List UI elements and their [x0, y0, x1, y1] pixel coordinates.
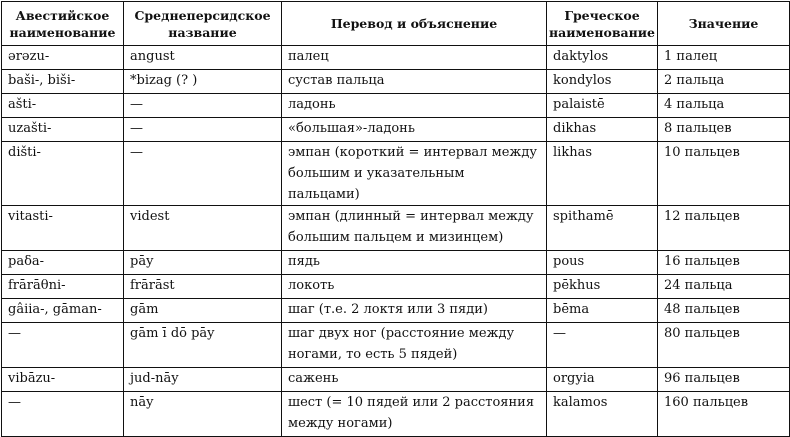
table-cell: — — [123, 141, 282, 206]
column-header: Авестийское наименование — [1, 1, 124, 46]
table-cell: шаг (т.е. 2 локтя или 3 пяди) — [281, 298, 547, 323]
table-cell: шест (= 10 пядей или 2 расстояния между … — [281, 391, 547, 437]
table-cell: daktylos — [546, 45, 658, 70]
table-cell: эмпан (короткий = интервал между большим… — [281, 141, 547, 206]
table-cell: vitasti- — [1, 205, 124, 251]
table-cell: kalamos — [546, 391, 658, 437]
table-cell: сажень — [281, 367, 547, 392]
table-cell: gām — [123, 298, 282, 323]
table-cell: kondylos — [546, 69, 658, 94]
table-cell: angust — [123, 45, 282, 70]
table-row: uzašti- — «большая»-ладонь dikhas 8 пальцев — [1, 117, 790, 142]
table-cell: палец — [281, 45, 547, 70]
table-cell: — — [1, 322, 124, 368]
table-row: ašti- — ладонь palaistē 4 пальца — [1, 93, 790, 118]
column-header: Значение — [657, 1, 790, 46]
table-row: dišti- — эмпан (короткий = интервал между … — [1, 141, 790, 206]
table-cell: dišti- — [1, 141, 124, 206]
table-cell: palaistē — [546, 93, 658, 118]
table-row: paδa-pāy пядь pous 16 пальцев — [1, 250, 790, 275]
table-cell: — — [546, 322, 658, 368]
table-cell: 4 пальца — [657, 93, 790, 118]
table-cell: pāy — [123, 250, 282, 275]
table-cell: bēma — [546, 298, 658, 323]
table-cell: uzašti- — [1, 117, 124, 142]
table-cell: эмпан (длинный = интервал между большим … — [281, 205, 547, 251]
table-cell: 96 пальцев — [657, 367, 790, 392]
table-header-row: Авестийское наименование Среднеперсидское… — [1, 1, 790, 46]
table-cell: 1 палец — [657, 45, 790, 70]
table-cell: jud-nāy — [123, 367, 282, 392]
table-cell: 16 пальцев — [657, 250, 790, 275]
table-row: — nāy шест (= 10 пядей или 2 расстояния ме… — [1, 391, 790, 437]
table-cell: ašti- — [1, 93, 124, 118]
table-cell: frārāθni- — [1, 274, 124, 299]
table-row: vitasti-videst эмпан (длинный = интервал … — [1, 205, 790, 251]
table-cell: 80 пальцев — [657, 322, 790, 368]
table-row: ərəzu-angust палец daktylos 1 палец — [1, 45, 790, 70]
table-row: frārāθni-frārāst локоть pēkhus 24 пальца — [1, 274, 790, 299]
column-header: Перевод и объяснение — [281, 1, 547, 46]
table-cell: — — [123, 93, 282, 118]
table-cell: frārāst — [123, 274, 282, 299]
table-cell: dikhas — [546, 117, 658, 142]
table-cell: ладонь — [281, 93, 547, 118]
table-row: baši-, biši- *bizag (? ) сустав пальца kond… — [1, 69, 790, 94]
table-cell: spithamē — [546, 205, 658, 251]
table-cell: пядь — [281, 250, 547, 275]
table-cell: gâiia-, gāman- — [1, 298, 124, 323]
table-cell: likhas — [546, 141, 658, 206]
table-cell: pēkhus — [546, 274, 658, 299]
table-cell: локоть — [281, 274, 547, 299]
table-cell: videst — [123, 205, 282, 251]
table-cell: orgyia — [546, 367, 658, 392]
table-cell: 8 пальцев — [657, 117, 790, 142]
table-cell: 24 пальца — [657, 274, 790, 299]
table-row: gâiia-, gāman-gām шаг (т.е. 2 локтя или 3… — [1, 298, 790, 323]
table-cell: pous — [546, 250, 658, 275]
table-cell: — — [1, 391, 124, 437]
table-cell: 2 пальца — [657, 69, 790, 94]
table-cell: 48 пальцев — [657, 298, 790, 323]
table-cell: paδa- — [1, 250, 124, 275]
table-cell: vibāzu- — [1, 367, 124, 392]
table-cell: — — [123, 117, 282, 142]
table-cell: ərəzu- — [1, 45, 124, 70]
table-row: vibāzu-jud-nāy сажень orgyia 96 пальцев — [1, 367, 790, 392]
table-cell: шаг двух ног (расстояние между ногами, т… — [281, 322, 547, 368]
table-cell: 10 пальцев — [657, 141, 790, 206]
column-header: Греческое наименование — [546, 1, 658, 46]
table-cell: gām ī dō pāy — [123, 322, 282, 368]
table-cell: «большая»-ладонь — [281, 117, 547, 142]
table-cell: *bizag (? ) — [123, 69, 282, 94]
column-header: Среднеперсидское название — [123, 1, 282, 46]
table-row: — gām ī dō pāy шаг двух ног (расстояние ме… — [1, 322, 790, 368]
table-cell: 12 пальцев — [657, 205, 790, 251]
table-cell: baši-, biši- — [1, 69, 124, 94]
table-cell: 160 пальцев — [657, 391, 790, 437]
table-cell: сустав пальца — [281, 69, 547, 94]
table-cell: nāy — [123, 391, 282, 437]
